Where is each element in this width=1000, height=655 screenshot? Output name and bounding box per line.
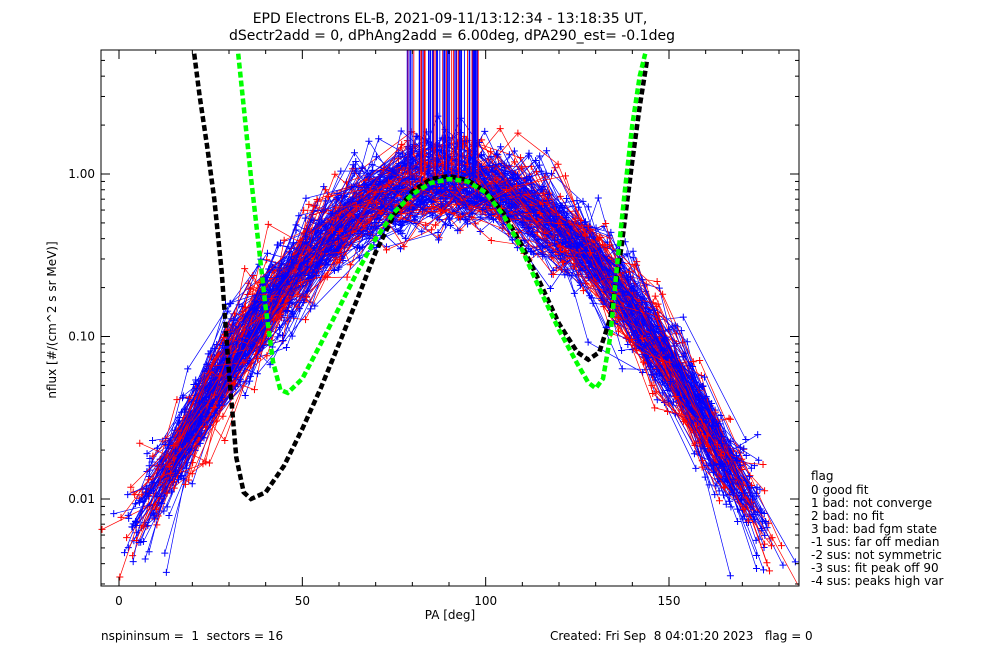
fit-curves (191, 53, 650, 502)
trace (132, 171, 726, 527)
legend-item: 3 bad: bad fgm state (811, 522, 937, 536)
trace (172, 133, 749, 497)
legend: 0 good fit 1 bad: not converge 2 bad: no… (811, 483, 944, 588)
legend-item: 0 good fit (811, 483, 869, 497)
y-tick-label: 1.00 (68, 167, 95, 181)
fit-curve-green (235, 53, 648, 396)
chart-title-line2: dSectr2add = 0, dPhAng2add = 6.00deg, dP… (229, 28, 675, 44)
legend-item: 2 bad: no fit (811, 509, 884, 523)
saturation-spikes (406, 50, 479, 195)
footer-right: Created: Fri Sep 8 04:01:20 2023 flag = … (550, 629, 813, 643)
legend-item: -1 sus: far off median (811, 535, 939, 549)
x-axis-label: PA [deg] (425, 608, 475, 622)
trace (129, 139, 707, 566)
measured-traces (98, 50, 799, 586)
trace (179, 153, 754, 492)
chart-title-line1: EPD Electrons EL-B, 2021-09-11/13:12:34 … (253, 11, 648, 27)
y-tick-label: 0.10 (68, 330, 95, 344)
y-tick-label: 0.01 (68, 492, 95, 506)
legend-item: -2 sus: not symmetric (811, 548, 942, 562)
legend-title: flag (811, 469, 834, 483)
footer-left: nspininsum = 1 sectors = 16 (101, 629, 283, 643)
axes: 0 50 100 150 0.01 0.10 1.00 (68, 50, 799, 608)
x-tick-label: 0 (115, 594, 123, 608)
plot-frame (100, 49, 800, 587)
trace (135, 132, 710, 547)
trace (145, 172, 721, 484)
legend-item: -3 sus: fit peak off 90 (811, 561, 939, 575)
x-tick-label: 50 (295, 594, 310, 608)
y-axis-label: nflux [#/(cm^2 s sr MeV)] (45, 241, 59, 398)
legend-item: -4 sus: peaks high var (811, 574, 944, 588)
x-tick-label: 100 (474, 594, 497, 608)
legend-item: 1 bad: not converge (811, 496, 932, 510)
x-tick-label: 150 (658, 594, 681, 608)
